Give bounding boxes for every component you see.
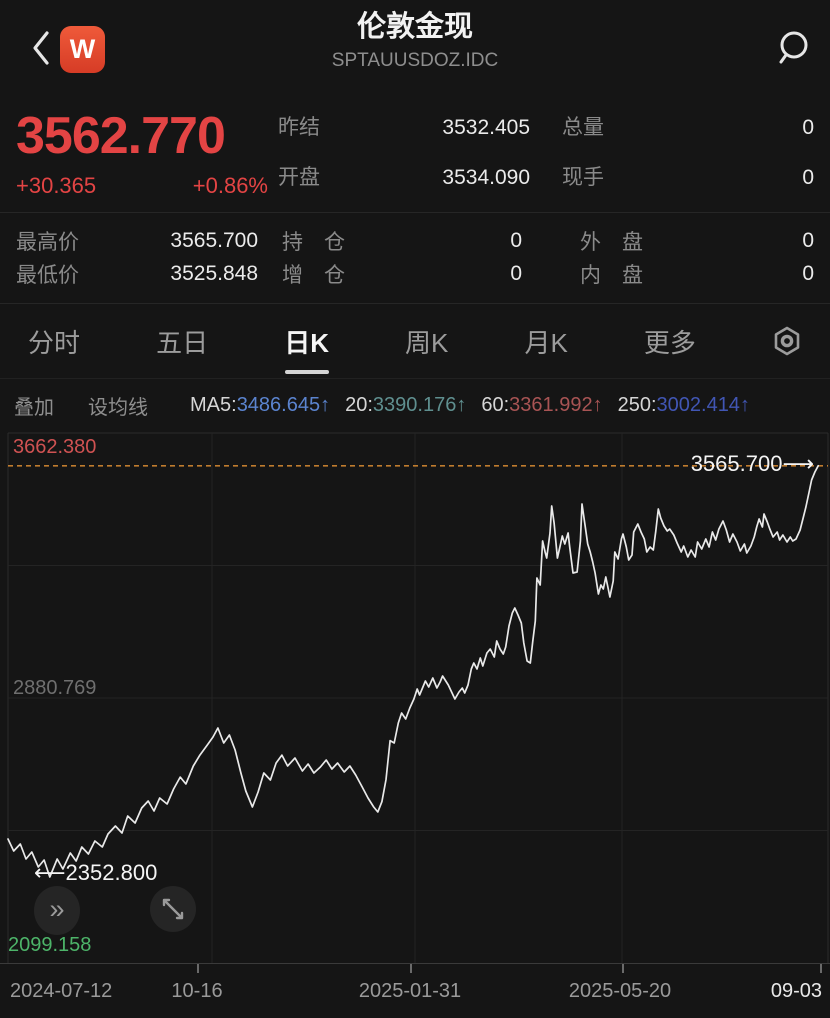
- period-tab-bar: 分时 五日 日K 周K 月K 更多: [0, 304, 830, 379]
- back-icon[interactable]: [30, 28, 52, 68]
- x-axis-tick: [197, 964, 199, 973]
- low-label: 最低价: [16, 263, 79, 287]
- chart-settings-icon[interactable]: [770, 324, 804, 358]
- stats-row-low: 最低价 3525.848 增 仓 0 内 盘 0: [16, 257, 814, 290]
- ma60-up-arrow-icon: ↑: [592, 393, 603, 416]
- x-axis-tick: [409, 964, 412, 973]
- last-price: 3562.770: [16, 107, 226, 165]
- position-change-label: 增 仓: [282, 263, 345, 287]
- price-change: +30.365: [16, 173, 97, 198]
- quote-info-grid: 昨结 3532.405 总量 0 开盘 3534.090 现手 0: [278, 107, 814, 212]
- x-label-2: 10-16: [171, 980, 223, 1002]
- y-min-label: 2099.158: [8, 934, 92, 956]
- outer-volume-label: 外 盘: [580, 230, 643, 254]
- tab-more[interactable]: 更多: [643, 327, 696, 358]
- chart-canvas[interactable]: [0, 431, 830, 963]
- tab-5day[interactable]: 五日: [156, 327, 209, 358]
- search-icon[interactable]: [774, 28, 812, 68]
- x-label-3: 2025-01-31: [358, 980, 462, 1002]
- position-change-value: 0: [510, 261, 522, 285]
- ma-values: MA5:3486.645↑ 20:3390.176↑ 60:3361.992↑ …: [190, 394, 765, 417]
- x-axis: 2024-07-12 10-16 2025-01-31 2025-05-20 0…: [0, 963, 830, 1018]
- high-value: 3565.700: [170, 228, 258, 252]
- gridlines-h: [8, 565, 828, 831]
- y-mid-label: 2880.769: [13, 677, 97, 699]
- stats-row-high: 最高价 3565.700 持 仓 0 外 盘 0: [16, 224, 814, 257]
- high-label: 最高价: [16, 230, 79, 254]
- high-price-label: 3565.700⟶: [690, 450, 814, 476]
- outer-volume-value: 0: [802, 228, 814, 252]
- total-volume-value: 0: [802, 116, 814, 139]
- ma-toolbar: 叠加 设均线 MA5:3486.645↑ 20:3390.176↑ 60:336…: [0, 379, 830, 431]
- overlay-button[interactable]: 叠加: [14, 396, 54, 419]
- inner-volume-value: 0: [802, 261, 814, 285]
- left-arrow-icon: ⟵: [34, 860, 66, 885]
- ma250-value: 3002.414: [656, 393, 740, 416]
- tab-monthly-k[interactable]: 月K: [524, 327, 568, 358]
- ma20-name: 20:: [345, 393, 373, 416]
- quote-panel: 3562.770 +30.365 +0.86% 昨结 3532.405 总量 0 开…: [0, 95, 830, 212]
- page-title: 伦敦金现: [356, 11, 473, 43]
- set-ma-button[interactable]: 设均线: [88, 396, 148, 419]
- ma5-name: MA5:: [190, 393, 237, 416]
- x-label-start: 2024-07-12: [10, 980, 113, 1002]
- y-max-label: 3662.380: [13, 436, 97, 458]
- prev-close-value: 3532.405: [442, 116, 530, 139]
- price-change-pct: +0.86%: [192, 173, 268, 198]
- current-lot-label: 现手: [562, 166, 604, 189]
- low-price-label: ⟵2352.800: [34, 860, 158, 885]
- ma60-name: 60:: [481, 393, 510, 416]
- ma250-name: 250:: [617, 393, 657, 416]
- ma250-up-arrow-icon: ↑: [739, 393, 750, 416]
- wind-app-logo[interactable]: W: [60, 26, 105, 73]
- open-interest-label: 持 仓: [282, 230, 345, 254]
- price-chart[interactable]: 3662.380 2880.769 2099.158 3565.700⟶ ⟵23…: [0, 431, 830, 963]
- open-label: 开盘: [278, 166, 320, 189]
- price-block: 3562.770 +30.365 +0.86%: [16, 107, 278, 212]
- low-value: 3525.848: [170, 261, 258, 285]
- symbol-code: SPTAUUSDOZ.IDC: [331, 50, 499, 71]
- ma5-up-arrow-icon: ↑: [320, 393, 331, 416]
- x-label-4: 2025-05-20: [568, 980, 672, 1002]
- diagonal-expand-icon: [162, 898, 184, 920]
- x-axis-tick: [622, 964, 625, 973]
- expand-chart-button[interactable]: [150, 886, 196, 932]
- fast-forward-button[interactable]: »: [34, 886, 80, 935]
- ma60-value: 3361.992: [509, 393, 593, 416]
- right-arrow-icon: ⟶: [782, 450, 814, 476]
- header: W 伦敦金现 SPTAUUSDOZ.IDC: [0, 0, 830, 95]
- prev-close-label: 昨结: [278, 116, 320, 139]
- fast-forward-icon: »: [49, 893, 65, 924]
- tab-timeline[interactable]: 分时: [28, 327, 81, 358]
- ma20-value: 3390.176: [372, 393, 457, 416]
- title-block: 伦敦金现 SPTAUUSDOZ.IDC: [0, 10, 830, 72]
- x-label-end: 09-03: [770, 980, 822, 1002]
- x-axis-tick: [819, 964, 822, 973]
- tab-weekly-k[interactable]: 周K: [405, 327, 449, 358]
- tab-daily-k[interactable]: 日K: [282, 305, 331, 378]
- price-line: [7, 464, 820, 878]
- ma20-up-arrow-icon: ↑: [456, 393, 467, 416]
- stats-panel: 最高价 3565.700 持 仓 0 外 盘 0 最低价 3525.848 增 …: [0, 212, 830, 304]
- open-interest-value: 0: [510, 228, 522, 252]
- inner-volume-label: 内 盘: [580, 263, 643, 287]
- total-volume-label: 总量: [562, 116, 604, 139]
- ma5-value: 3486.645: [236, 393, 321, 416]
- current-lot-value: 0: [802, 166, 814, 189]
- open-value: 3534.090: [442, 166, 530, 189]
